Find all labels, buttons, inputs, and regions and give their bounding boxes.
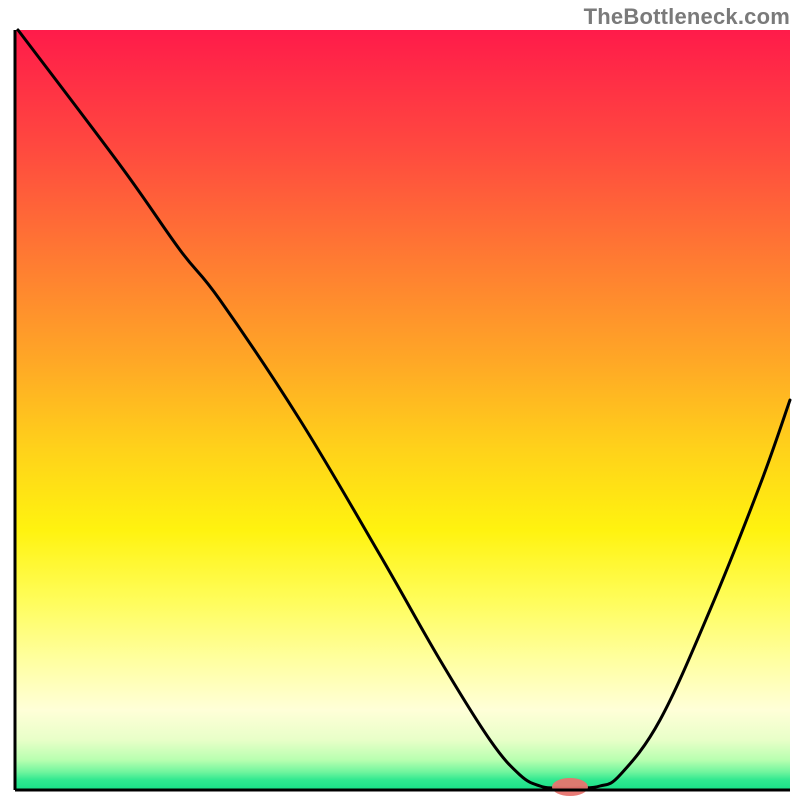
watermark-text: TheBottleneck.com	[584, 4, 790, 30]
gradient-background	[15, 30, 790, 790]
bottleneck-chart	[0, 0, 800, 800]
target-marker	[552, 778, 588, 796]
chart-container: { "watermark": { "text": "TheBottleneck.…	[0, 0, 800, 800]
